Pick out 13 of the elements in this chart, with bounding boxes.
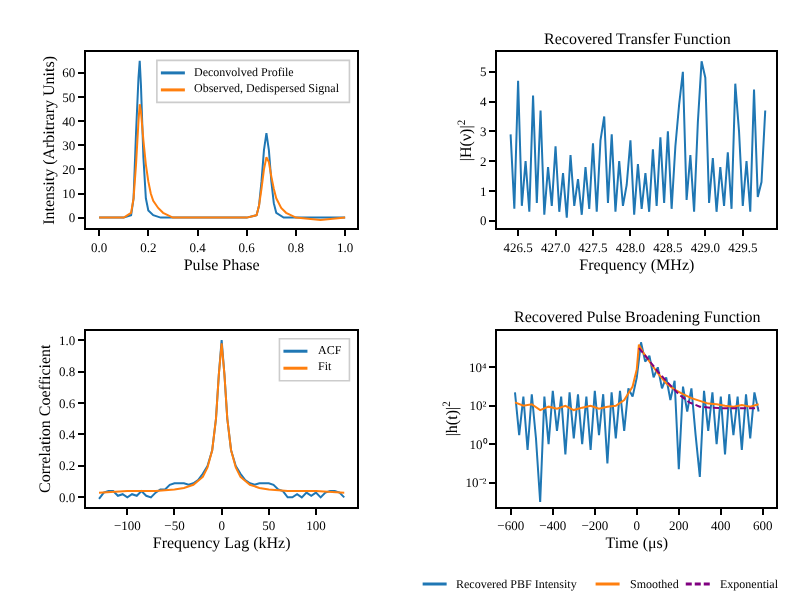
line-series <box>513 341 760 503</box>
x-axis-title: Time (μs) <box>605 534 669 553</box>
chart-title: Recovered Transfer Function <box>544 30 731 48</box>
line-series <box>98 103 347 222</box>
line-series <box>509 60 767 219</box>
x-axis-title: Pulse Phase <box>183 256 261 275</box>
line-series <box>513 343 760 412</box>
x-axis-title: Frequency Lag (kHz) <box>152 534 292 553</box>
x-axis-title: Frequency (MHz) <box>579 256 695 275</box>
y-axis-title: Correlation Coefficient <box>36 342 55 494</box>
chart-title: Recovered Pulse Broadening Function <box>514 308 761 326</box>
y-axis-title: Intensity (Arbitrary Units) <box>39 55 58 225</box>
line-series <box>637 347 760 410</box>
